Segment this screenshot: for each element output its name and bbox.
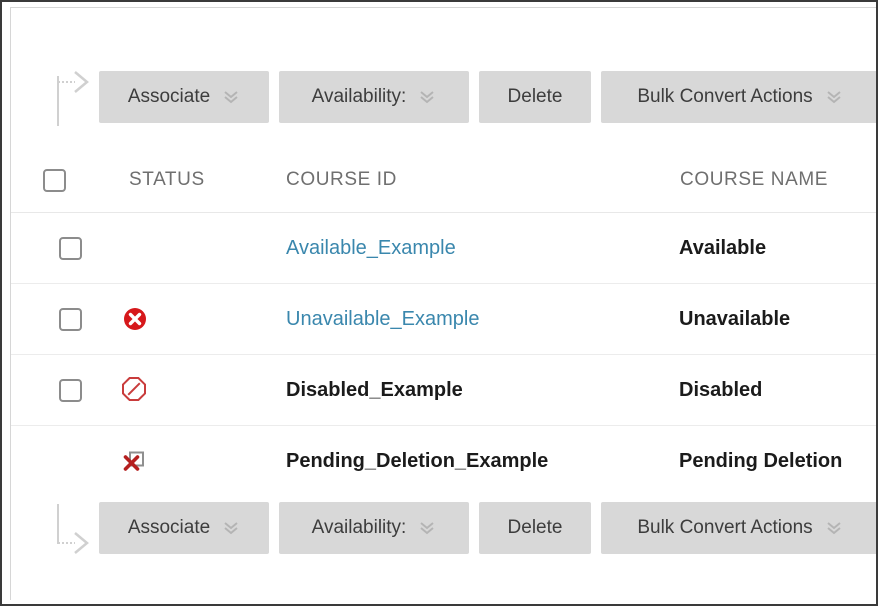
course-id-value: Pending_Deletion_Example — [286, 450, 549, 472]
row-course-name-cell: Available — [679, 213, 876, 283]
chevron-down-icon — [825, 519, 843, 537]
table-row[interactable]: Unavailable_Example Unavailable — [11, 284, 876, 355]
delete-button-top-label: Delete — [507, 86, 563, 107]
bulk-convert-actions-button-top-label: Bulk Convert Actions — [637, 86, 813, 107]
associate-button-top-label: Associate — [127, 86, 211, 107]
delete-button-bottom[interactable]: Delete — [479, 502, 591, 554]
row-select-cell — [59, 426, 121, 497]
column-header-course-name[interactable]: COURSE NAME — [680, 148, 876, 212]
flow-arrow-right-icon — [53, 68, 99, 132]
chevron-down-icon — [418, 519, 436, 537]
chevron-down-icon — [222, 88, 240, 106]
availability-button-top[interactable]: Availability: — [279, 71, 469, 123]
select-all-cell[interactable] — [43, 148, 105, 212]
row-status-cell — [121, 213, 271, 283]
course-id-link[interactable]: Unavailable_Example — [286, 307, 480, 330]
row-course-id-cell[interactable]: Available_Example — [286, 213, 666, 283]
row-status-cell — [121, 355, 271, 425]
course-name-value: Unavailable — [679, 307, 791, 330]
column-header-status[interactable]: STATUS — [129, 148, 279, 212]
content-panel: Associate Availability: — [10, 7, 876, 600]
course-id-link[interactable]: Available_Example — [286, 236, 456, 259]
row-course-id-cell: Pending_Deletion_Example — [286, 426, 666, 497]
availability-button-bottom-label: Availability: — [311, 517, 407, 538]
row-course-name-cell: Unavailable — [679, 284, 876, 354]
table-header-row: STATUS COURSE ID COURSE NAME — [11, 148, 876, 213]
row-select-cell[interactable] — [59, 284, 121, 354]
column-header-status-label: STATUS — [129, 169, 205, 190]
course-name-value: Available — [679, 236, 767, 259]
flow-arrow-right-icon — [53, 500, 99, 564]
table-row[interactable]: Disabled_Example Disabled — [11, 355, 876, 426]
row-course-name-cell: Disabled — [679, 355, 876, 425]
chevron-down-icon — [825, 88, 843, 106]
bulk-convert-actions-button-bottom-label: Bulk Convert Actions — [637, 517, 813, 538]
bulk-convert-actions-button-bottom[interactable]: Bulk Convert Actions — [601, 502, 876, 554]
row-checkbox[interactable] — [59, 307, 82, 331]
bulk-actions-toolbar-top: Associate Availability: — [11, 71, 876, 123]
column-header-course-name-label: COURSE NAME — [680, 169, 829, 190]
row-course-id-cell: Disabled_Example — [286, 355, 666, 425]
course-id-value: Disabled_Example — [286, 378, 463, 401]
course-name-value: Disabled — [679, 378, 763, 401]
row-status-cell — [121, 426, 271, 497]
table-row[interactable]: Available_Example Available — [11, 213, 876, 284]
table-row[interactable]: Pending_Deletion_Example Pending Deletio… — [11, 426, 876, 497]
associate-button-bottom-label: Associate — [127, 517, 211, 538]
row-select-cell[interactable] — [59, 355, 121, 425]
row-checkbox[interactable] — [59, 236, 82, 260]
error-circle-x-icon — [121, 305, 149, 333]
availability-button-top-label: Availability: — [311, 86, 407, 107]
prohibited-icon — [121, 376, 149, 404]
column-header-course-id-label: COURSE ID — [286, 169, 397, 190]
associate-button-top[interactable]: Associate — [99, 71, 269, 123]
bulk-actions-toolbar-bottom: Associate Availability: — [11, 502, 876, 554]
delete-button-top[interactable]: Delete — [479, 71, 591, 123]
row-course-name-cell: Pending Deletion — [679, 426, 876, 497]
row-course-id-cell[interactable]: Unavailable_Example — [286, 284, 666, 354]
pending-deletion-icon — [121, 448, 149, 476]
chevron-down-icon — [418, 88, 436, 106]
availability-button-bottom[interactable]: Availability: — [279, 502, 469, 554]
row-checkbox[interactable] — [59, 378, 82, 402]
column-header-course-id[interactable]: COURSE ID — [286, 148, 666, 212]
bulk-convert-actions-button-top[interactable]: Bulk Convert Actions — [601, 71, 876, 123]
select-all-checkbox[interactable] — [43, 168, 66, 192]
chevron-down-icon — [222, 519, 240, 537]
course-name-value: Pending Deletion — [679, 450, 843, 472]
row-select-cell[interactable] — [59, 213, 121, 283]
associate-button-bottom[interactable]: Associate — [99, 502, 269, 554]
row-status-cell — [121, 284, 271, 354]
delete-button-bottom-label: Delete — [507, 517, 563, 538]
courses-table: STATUS COURSE ID COURSE NAME Availab — [11, 148, 876, 497]
